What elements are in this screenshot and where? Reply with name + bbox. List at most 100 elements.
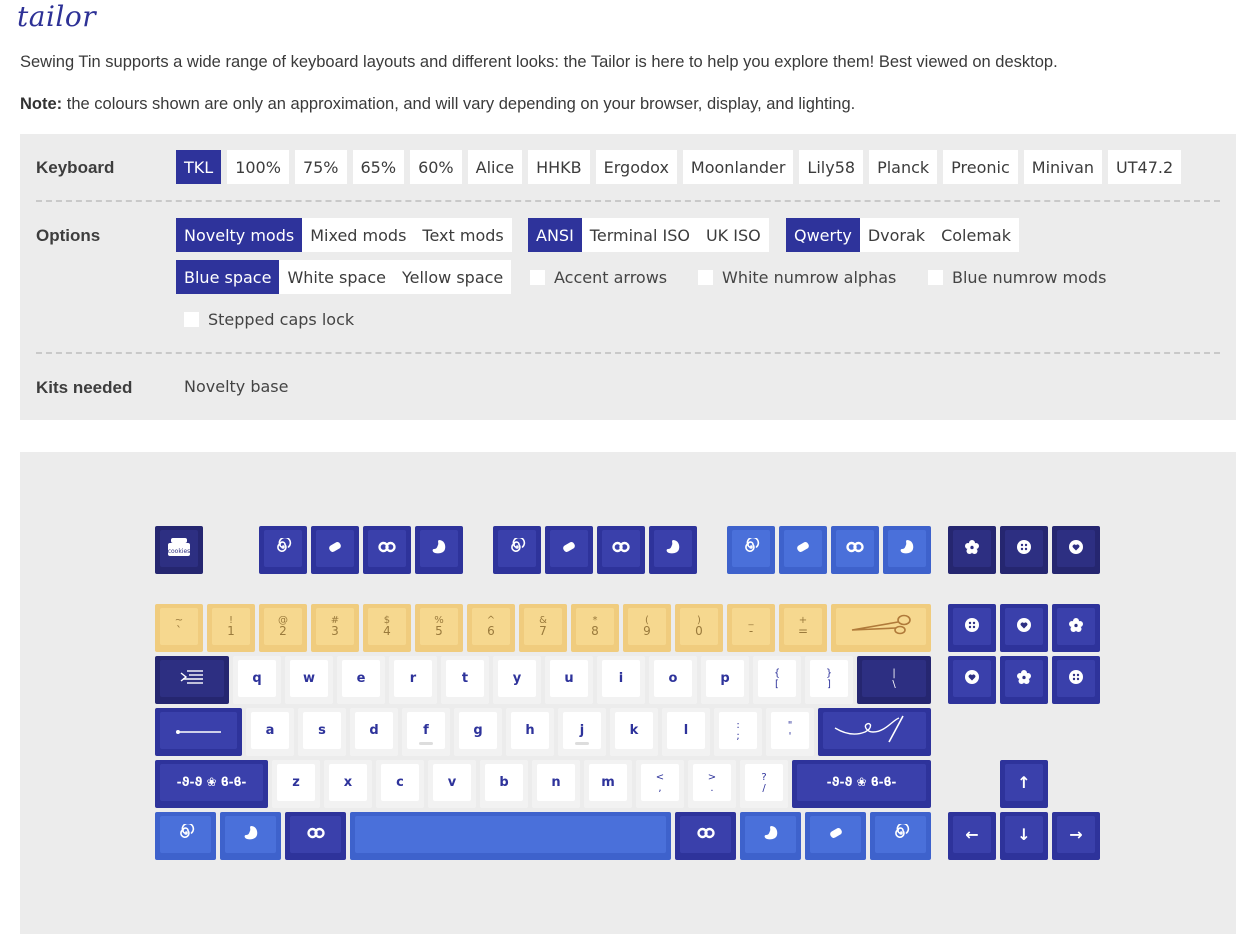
option-yellow-space-button[interactable]: Yellow space xyxy=(393,260,512,294)
number-row-key[interactable]: ~ ` xyxy=(155,604,203,652)
f11-key[interactable] xyxy=(831,526,879,574)
letter-key[interactable]: n xyxy=(532,760,580,808)
option-planck-button[interactable]: Planck xyxy=(869,150,938,184)
nav-key-1[interactable] xyxy=(948,604,996,652)
number-row-key[interactable]: ) 0 xyxy=(675,604,723,652)
f8-key[interactable] xyxy=(649,526,697,574)
white-numrow-alphas-checkbox[interactable]: White numrow alphas xyxy=(698,268,896,287)
number-row-key[interactable]: + = xyxy=(779,604,827,652)
f3-key[interactable] xyxy=(363,526,411,574)
option-alice-button[interactable]: Alice xyxy=(467,150,523,184)
letter-key[interactable]: e xyxy=(337,656,385,704)
letter-key[interactable]: s xyxy=(298,708,346,756)
caps-lock-key[interactable] xyxy=(155,708,242,756)
left-alt-key[interactable] xyxy=(285,812,346,860)
option-lily58-button[interactable]: Lily58 xyxy=(799,150,864,184)
letter-key[interactable]: l xyxy=(662,708,710,756)
arrow-left-key[interactable]: ← xyxy=(948,812,996,860)
escape-key[interactable]: cookies xyxy=(155,526,203,574)
semicolon-key[interactable]: :; xyxy=(714,708,762,756)
right-shift-key[interactable]: -ϑ-ϑ ❀ ϐ-ϐ- xyxy=(792,760,931,808)
letter-key[interactable]: g xyxy=(454,708,502,756)
option-ergodox-button[interactable]: Ergodox xyxy=(595,150,677,184)
option-mixed-mods-button[interactable]: Mixed mods xyxy=(302,218,415,252)
option-qwerty-button[interactable]: Qwerty xyxy=(786,218,860,252)
checkbox-box[interactable] xyxy=(184,312,199,327)
nav-key-6[interactable] xyxy=(1052,656,1100,704)
option-text-mods-button[interactable]: Text mods xyxy=(414,218,512,252)
space-bar[interactable] xyxy=(350,812,671,860)
number-row-key[interactable]: (9 xyxy=(623,604,671,652)
option-75-button[interactable]: 75% xyxy=(294,150,347,184)
arrow-up-key[interactable]: ↑ xyxy=(1000,760,1048,808)
number-row-key[interactable]: ! 1 xyxy=(207,604,255,652)
letter-key[interactable]: k xyxy=(610,708,658,756)
option-white-space-button[interactable]: White space xyxy=(279,260,394,294)
letter-key[interactable]: o xyxy=(649,656,697,704)
arrow-down-key[interactable]: ↓ xyxy=(1000,812,1048,860)
letter-key[interactable]: d xyxy=(350,708,398,756)
nav-key-3[interactable] xyxy=(1052,604,1100,652)
option-hhkb-button[interactable]: HHKB xyxy=(528,150,590,184)
letter-key[interactable]: i xyxy=(597,656,645,704)
period-key[interactable]: >. xyxy=(688,760,736,808)
option-blue-space-button[interactable]: Blue space xyxy=(176,260,280,294)
option-uk-iso-button[interactable]: UK ISO xyxy=(697,218,769,252)
tab-key[interactable] xyxy=(155,656,229,704)
option-tkl-button[interactable]: TKL xyxy=(176,150,222,184)
nav-top-key-2[interactable] xyxy=(1000,526,1048,574)
letter-key[interactable]: y xyxy=(493,656,541,704)
number-row-key[interactable]: ^ 6 xyxy=(467,604,515,652)
letter-key[interactable]: u xyxy=(545,656,593,704)
nav-key-4[interactable] xyxy=(948,656,996,704)
option-60-button[interactable]: 60% xyxy=(410,150,462,184)
f5-key[interactable] xyxy=(493,526,541,574)
option-minivan-button[interactable]: Minivan xyxy=(1023,150,1103,184)
arrow-right-key[interactable]: → xyxy=(1052,812,1100,860)
letter-key[interactable]: c xyxy=(376,760,424,808)
letter-key[interactable]: b xyxy=(480,760,528,808)
option-moonlander-button[interactable]: Moonlander xyxy=(682,150,794,184)
f6-key[interactable] xyxy=(545,526,593,574)
checkbox-box[interactable] xyxy=(698,270,713,285)
accent-arrows-checkbox[interactable]: Accent arrows xyxy=(530,268,667,287)
letter-key[interactable]: v xyxy=(428,760,476,808)
blue-numrow-mods-checkbox[interactable]: Blue numrow mods xyxy=(928,268,1106,287)
nav-top-key-1[interactable] xyxy=(948,526,996,574)
letter-key[interactable]: r xyxy=(389,656,437,704)
nav-top-key-3[interactable] xyxy=(1052,526,1100,574)
backslash-key[interactable]: | \ xyxy=(857,656,931,704)
letter-key[interactable]: j xyxy=(558,708,606,756)
left-ctrl-key[interactable] xyxy=(155,812,216,860)
f2-key[interactable] xyxy=(311,526,359,574)
enter-key[interactable] xyxy=(818,708,931,756)
slash-key[interactable]: ? / xyxy=(740,760,788,808)
left-shift-key[interactable]: -ϑ-ϑ ❀ ϐ-ϐ- xyxy=(155,760,268,808)
option-terminal-iso-button[interactable]: Terminal ISO xyxy=(581,218,698,252)
number-row-key[interactable]: % 5 xyxy=(415,604,463,652)
number-row-key[interactable]: $4 xyxy=(363,604,411,652)
right-alt-key[interactable] xyxy=(675,812,736,860)
option-ut47-2-button[interactable]: UT47.2 xyxy=(1108,150,1182,184)
option-ansi-button[interactable]: ANSI xyxy=(528,218,582,252)
option-preonic-button[interactable]: Preonic xyxy=(943,150,1018,184)
number-row-key[interactable]: & 7 xyxy=(519,604,567,652)
letter-key[interactable]: t xyxy=(441,656,489,704)
f4-key[interactable] xyxy=(415,526,463,574)
letter-key[interactable]: z xyxy=(272,760,320,808)
option-dvorak-button[interactable]: Dvorak xyxy=(859,218,934,252)
number-row-key[interactable]: @2 xyxy=(259,604,307,652)
f12-key[interactable] xyxy=(883,526,931,574)
bracket-right-key[interactable]: }] xyxy=(805,656,853,704)
f10-key[interactable] xyxy=(779,526,827,574)
stepped-caps-lock-checkbox[interactable]: Stepped caps lock xyxy=(184,310,354,329)
menu-key[interactable] xyxy=(805,812,866,860)
f1-key[interactable] xyxy=(259,526,307,574)
number-row-key[interactable]: _ - xyxy=(727,604,775,652)
letter-key[interactable]: h xyxy=(506,708,554,756)
checkbox-box[interactable] xyxy=(530,270,545,285)
letter-key[interactable]: p xyxy=(701,656,749,704)
option-colemak-button[interactable]: Colemak xyxy=(933,218,1019,252)
backspace-key[interactable] xyxy=(831,604,931,652)
nav-key-5[interactable] xyxy=(1000,656,1048,704)
